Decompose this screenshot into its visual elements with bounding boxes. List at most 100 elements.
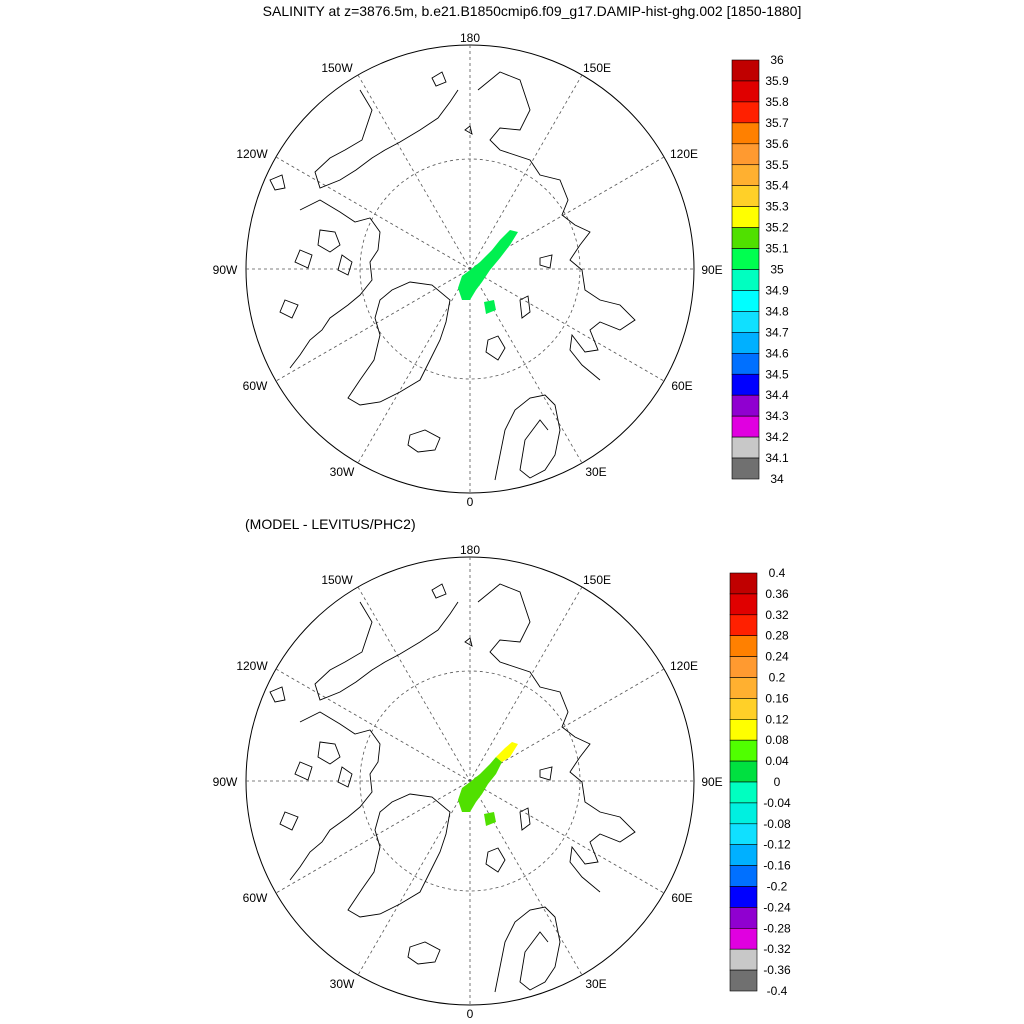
colorbar-label: -0.28 bbox=[763, 921, 791, 935]
colorbar-swatch bbox=[731, 269, 760, 291]
coast-siberia bbox=[477, 583, 636, 893]
graticule bbox=[246, 45, 694, 493]
colorbar-swatch bbox=[731, 206, 760, 228]
colorbar-label: 35.5 bbox=[765, 158, 789, 172]
colorbar-label: -0.04 bbox=[763, 796, 791, 810]
colorbar-label: 0.36 bbox=[765, 587, 789, 601]
lon-label-120w: 120W bbox=[236, 147, 268, 161]
colorbar-swatch bbox=[731, 101, 760, 124]
bottom-map-panel: 180 150E 120E 90E 60E 30E 0 30W 60W 90W … bbox=[213, 543, 791, 1021]
colorbar-swatch bbox=[731, 80, 760, 103]
colorbar-label: 34.5 bbox=[765, 367, 789, 381]
colorbar-swatch bbox=[731, 185, 760, 207]
lon-label-120e: 120E bbox=[670, 147, 698, 161]
bottom-panel-title: (MODEL - LEVITUS/PHC2) bbox=[245, 516, 416, 532]
colorbar-swatch bbox=[729, 886, 758, 908]
coast-iceland bbox=[407, 429, 441, 453]
colorbar-label: 35.3 bbox=[765, 200, 789, 214]
coast-siberia bbox=[477, 71, 636, 381]
colorbar-label: -0.24 bbox=[763, 900, 791, 914]
colorbar-swatch bbox=[729, 781, 758, 804]
lon-label-150e: 150E bbox=[583, 61, 611, 75]
lon-label-120w: 120W bbox=[236, 659, 268, 673]
colorbar-swatch bbox=[729, 907, 758, 929]
lon-label-90w: 90W bbox=[213, 263, 238, 277]
colorbar-swatch bbox=[731, 59, 760, 82]
colorbar-label: 34.3 bbox=[765, 409, 789, 423]
colorbar-swatch bbox=[729, 593, 758, 616]
colorbar-swatch bbox=[731, 122, 760, 145]
top-colorbar: 36 35.9 35.8 35.7 35.6 35.5 35.4 35.3 35.2 35.1 35… bbox=[731, 53, 789, 486]
colorbar-label: -0.32 bbox=[763, 942, 791, 956]
coast-wrangel bbox=[431, 71, 473, 135]
colorbar-swatch bbox=[731, 311, 760, 333]
lon-label-90e: 90E bbox=[701, 263, 722, 277]
data-fill bbox=[458, 742, 518, 826]
lon-label-90e: 90E bbox=[701, 775, 722, 789]
colorbar-swatch bbox=[729, 572, 758, 595]
lon-label-0: 0 bbox=[467, 495, 474, 509]
colorbar-label: -0.12 bbox=[763, 838, 791, 852]
page-title: SALINITY at z=3876.5m, b.e21.B1850cmip6.… bbox=[262, 3, 802, 19]
colorbar-swatch bbox=[729, 927, 758, 950]
colorbar-swatch bbox=[731, 332, 760, 354]
lon-label-60e: 60E bbox=[671, 379, 692, 393]
colorbar-label: 35.2 bbox=[765, 221, 789, 235]
coast-canada bbox=[289, 711, 381, 881]
coast-wrangel bbox=[431, 583, 473, 647]
colorbar-label: 0.4 bbox=[769, 566, 786, 580]
polar-map bbox=[245, 44, 695, 494]
coast-greenland bbox=[347, 281, 451, 406]
colorbar-label: 34.6 bbox=[765, 346, 789, 360]
polar-map bbox=[245, 556, 695, 1006]
coast-canada bbox=[289, 199, 381, 369]
colorbar-swatch bbox=[731, 457, 760, 480]
coast-alaska bbox=[314, 601, 459, 701]
colorbar-label: 35 bbox=[770, 263, 784, 277]
lon-label-30e: 30E bbox=[585, 977, 606, 991]
colorbar-swatch bbox=[729, 760, 758, 783]
colorbar-label: -0.2 bbox=[767, 880, 788, 894]
colorbar-label: -0.36 bbox=[763, 963, 791, 977]
coast-franz-josef bbox=[519, 766, 553, 831]
lon-label-60w: 60W bbox=[243, 379, 268, 393]
coast-iceland bbox=[407, 941, 441, 965]
colorbar-swatch bbox=[729, 656, 758, 678]
colorbar-swatch bbox=[729, 739, 758, 762]
coast-svalbard bbox=[485, 847, 506, 873]
colorbar-label: -0.08 bbox=[763, 817, 791, 831]
top-map-panel: 180 150E 120E 90E 60E 30E 0 30W 60W 90W … bbox=[213, 31, 789, 509]
colorbar-label: 0.24 bbox=[765, 650, 789, 664]
colorbar-label: 35.4 bbox=[765, 179, 789, 193]
colorbar-swatch bbox=[729, 948, 758, 971]
data-fill bbox=[458, 230, 518, 314]
lon-label-30w: 30W bbox=[330, 977, 355, 991]
colorbar-swatch bbox=[731, 436, 760, 459]
colorbar-label: 35.8 bbox=[765, 95, 789, 109]
lon-label-90w: 90W bbox=[213, 775, 238, 789]
coast-svalbard bbox=[485, 335, 506, 361]
lon-label-180: 180 bbox=[460, 31, 480, 45]
coastlines bbox=[269, 583, 636, 993]
colorbar-label: 34.2 bbox=[765, 430, 789, 444]
lon-label-120e: 120E bbox=[670, 659, 698, 673]
colorbar-swatch bbox=[729, 969, 758, 992]
colorbar-label: 35.6 bbox=[765, 137, 789, 151]
fill-region-green bbox=[458, 757, 502, 812]
coastlines bbox=[269, 71, 636, 481]
meridian-120-60 bbox=[275, 156, 665, 382]
fill-region-small bbox=[484, 812, 496, 826]
fill-region-1 bbox=[458, 230, 518, 300]
colorbar-label: 34.8 bbox=[765, 304, 789, 318]
colorbar-label: 0 bbox=[774, 775, 781, 789]
lon-label-180: 180 bbox=[460, 543, 480, 557]
colorbar-label: 35.9 bbox=[765, 74, 789, 88]
colorbar-swatch bbox=[731, 394, 760, 417]
coast-scandinavia bbox=[494, 394, 561, 481]
lon-label-60w: 60W bbox=[243, 891, 268, 905]
colorbar-label: 0.2 bbox=[769, 671, 786, 685]
colorbar-swatch bbox=[731, 164, 760, 187]
colorbar-swatch bbox=[731, 227, 760, 249]
colorbar-label: -0.4 bbox=[767, 984, 788, 998]
meridian-120-60 bbox=[275, 668, 665, 894]
